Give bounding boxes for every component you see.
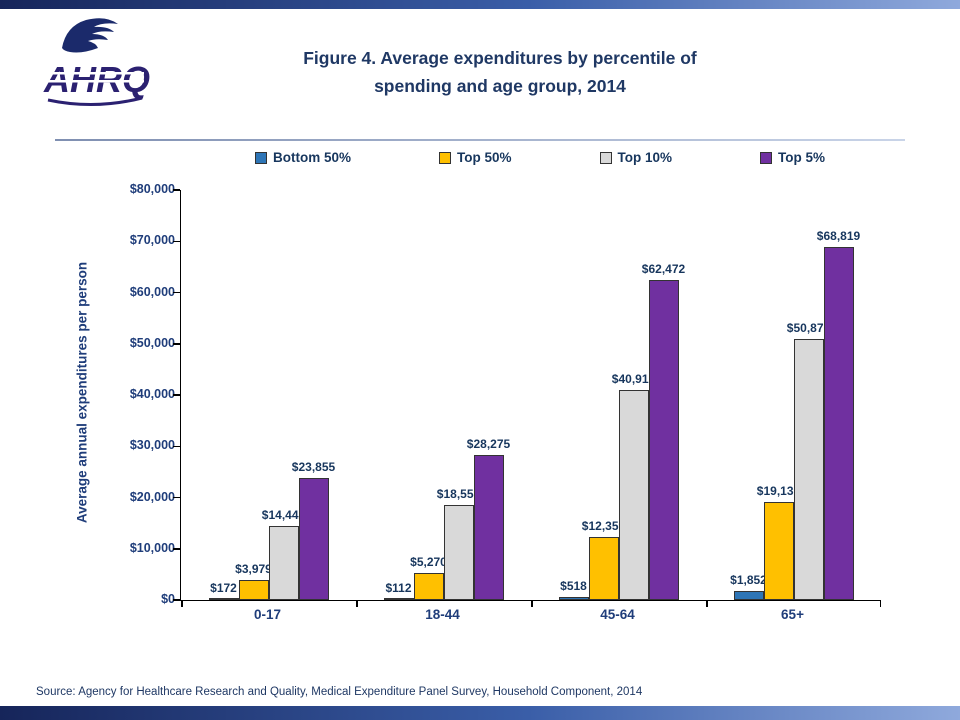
legend-item: Bottom 50% bbox=[255, 150, 351, 165]
y-tick-label: $50,000 bbox=[129, 335, 175, 350]
legend-label: Top 10% bbox=[617, 150, 673, 165]
bar-value-label: $14,442 bbox=[261, 508, 306, 522]
legend-item: Top 5% bbox=[760, 150, 825, 165]
x-axis-label: 0-17 bbox=[253, 607, 282, 622]
bar bbox=[473, 455, 504, 600]
bar bbox=[733, 591, 764, 600]
bar-value-label: $40,912 bbox=[611, 372, 656, 386]
bar bbox=[413, 573, 444, 600]
source-text: Source: Agency for Healthcare Research a… bbox=[36, 686, 643, 698]
top-gradient-bar bbox=[0, 0, 960, 9]
legend-swatch bbox=[255, 151, 267, 164]
bar-value-label: $5,270 bbox=[410, 555, 447, 569]
bar bbox=[823, 247, 854, 600]
y-tick-mark bbox=[173, 599, 180, 601]
bar-value-label: $28,275 bbox=[466, 437, 511, 451]
y-tick-mark bbox=[173, 240, 180, 242]
y-tick-mark bbox=[173, 343, 180, 345]
bar-value-label: $62,472 bbox=[641, 262, 686, 276]
legend-swatch bbox=[760, 151, 772, 164]
y-tick-label: $10,000 bbox=[129, 540, 175, 555]
bar bbox=[443, 505, 474, 600]
ahrq-logo-graphic: AHRQ bbox=[42, 18, 150, 106]
y-tick-label: $30,000 bbox=[129, 438, 175, 453]
legend-label: Top 5% bbox=[778, 150, 825, 165]
bar-value-label: $50,876 bbox=[786, 321, 831, 335]
bar-value-label: $1,852 bbox=[730, 573, 767, 587]
bar bbox=[793, 339, 824, 600]
logo-stripe bbox=[42, 72, 144, 75]
bar-value-label: $18,553 bbox=[436, 487, 481, 501]
x-tick-mark bbox=[531, 601, 533, 607]
bar bbox=[208, 598, 239, 600]
bar bbox=[383, 598, 414, 600]
bar-value-label: $172 bbox=[210, 581, 237, 595]
chart-title: Figure 4. Average expenditures by percen… bbox=[190, 44, 810, 100]
ahrq-logo-text: AHRQ bbox=[43, 59, 150, 100]
y-tick-label: $60,000 bbox=[129, 284, 175, 299]
x-tick-mark bbox=[356, 601, 358, 607]
chart-legend: Bottom 50% Top 50% Top 10% Top 5% bbox=[255, 150, 825, 165]
legend-item: Top 10% bbox=[599, 150, 673, 165]
header-divider bbox=[55, 139, 905, 141]
bar bbox=[618, 390, 649, 600]
bar-value-label: $112 bbox=[385, 581, 412, 595]
y-tick-mark bbox=[173, 496, 180, 499]
legend-swatch bbox=[439, 151, 451, 164]
y-tick-label: $0 bbox=[161, 592, 175, 606]
bar bbox=[238, 580, 269, 600]
y-axis-title: Average annual expenditures per person bbox=[74, 261, 90, 524]
bar-value-label: $68,819 bbox=[816, 229, 861, 243]
chart-title-line2: spending and age group, 2014 bbox=[374, 76, 626, 96]
legend-item: Top 50% bbox=[439, 150, 512, 165]
bar bbox=[558, 597, 589, 600]
y-tick-label: $40,000 bbox=[129, 387, 175, 401]
legend-swatch bbox=[599, 151, 612, 164]
legend-label: Top 50% bbox=[457, 150, 512, 165]
bar-value-label: $12,359 bbox=[581, 519, 626, 533]
y-tick-mark bbox=[173, 189, 180, 191]
bar-value-label: $518 bbox=[560, 579, 587, 593]
x-axis-labels: 0-17 18-44 45-64 65+ bbox=[180, 607, 880, 627]
logo-underline-swoosh bbox=[47, 96, 143, 106]
y-tick-label: $80,000 bbox=[129, 182, 175, 196]
plot-area: $172 $112 $518 $1,852 $3,979 $5,270 $12,359 $19… bbox=[173, 189, 881, 607]
y-tick-mark bbox=[173, 291, 180, 294]
bar bbox=[763, 502, 794, 600]
bottom-gradient-bar bbox=[0, 706, 960, 720]
bar bbox=[298, 478, 329, 600]
y-tick-mark bbox=[173, 548, 180, 550]
y-tick-mark bbox=[173, 445, 180, 447]
hhs-eagle-icon bbox=[62, 18, 118, 53]
ahrq-logo: AHRQ bbox=[40, 12, 150, 112]
y-tick-label: $20,000 bbox=[129, 489, 175, 504]
bar bbox=[588, 537, 619, 600]
x-tick-mark bbox=[706, 601, 708, 607]
chart-title-line1: Figure 4. Average expenditures by percen… bbox=[303, 48, 697, 68]
x-axis-label: 45-64 bbox=[600, 607, 635, 622]
x-tick-mark bbox=[181, 601, 183, 607]
bar-value-label: $19,139 bbox=[756, 484, 801, 498]
logo-stripe bbox=[42, 80, 144, 83]
bar bbox=[268, 526, 299, 600]
y-tick-label: $70,000 bbox=[129, 233, 175, 248]
bar-value-label: $3,979 bbox=[235, 562, 272, 576]
y-tick-mark bbox=[173, 394, 180, 396]
bar-value-label: $23,855 bbox=[291, 460, 336, 474]
x-axis-label: 18-44 bbox=[425, 607, 460, 622]
x-axis-label: 65+ bbox=[781, 607, 804, 622]
y-axis-tick-labels: $0 $10,000 $20,000 $30,000 $40,000 $50,000 $60… bbox=[95, 182, 175, 606]
bar bbox=[648, 280, 679, 600]
legend-label: Bottom 50% bbox=[273, 150, 352, 165]
x-tick-mark bbox=[879, 601, 881, 607]
